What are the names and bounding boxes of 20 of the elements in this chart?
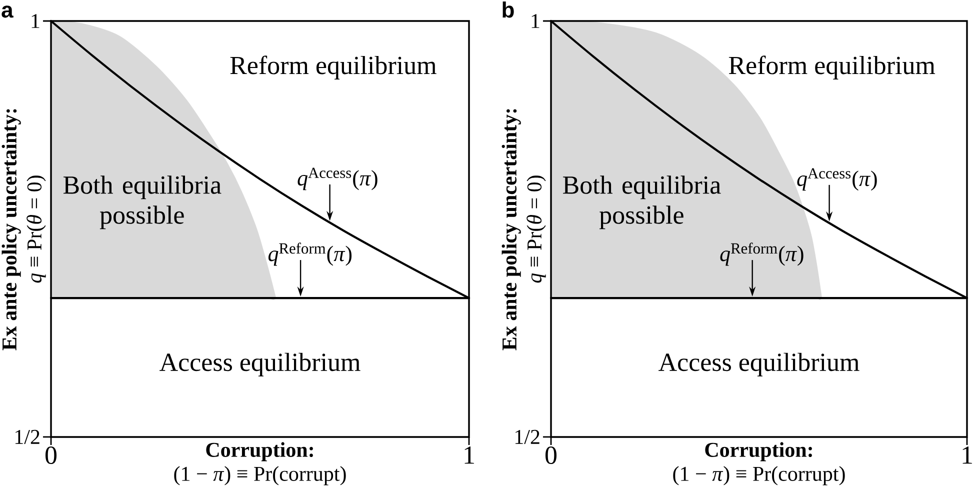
series-label: q$^{Reform}$(π)	[720, 242, 804, 266]
series-label: q$^{Access}$(π)	[298, 168, 378, 190]
annotation: Reform equilibrium	[728, 56, 936, 80]
x-tick-label: 0	[46, 446, 57, 464]
annotation: Both equilibria possible	[563, 176, 721, 230]
x-axis-title: Corruption: (1 − π) ≡ Pr(corrupt)	[673, 442, 845, 486]
x-tick-label: 1	[962, 446, 972, 464]
x-axis-title: Corruption: (1 − π) ≡ Pr(corrupt)	[174, 442, 346, 486]
y-tick-label: 1/2	[15, 430, 40, 444]
x-tick-label: 0	[545, 446, 557, 464]
annotation: Both equilibria possible	[63, 176, 222, 230]
chart-title: a	[2, 6, 14, 18]
series-label: q$^{Access}$(π)	[797, 168, 877, 191]
chart-title: b	[502, 2, 514, 18]
annotation: Reform equilibrium	[230, 56, 436, 80]
y-tick-label: 1/2	[515, 430, 540, 444]
legend-label: q$^{Reform}$(π)	[268, 242, 352, 266]
annotation: Access equilibrium	[658, 352, 860, 376]
x-tick-label: 1	[464, 446, 474, 464]
annotation: Access equilibrium	[160, 352, 360, 376]
